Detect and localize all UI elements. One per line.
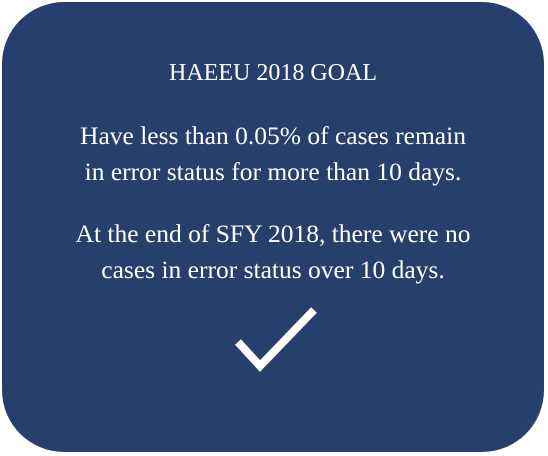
text-line: At the end of SFY 2018, there were no — [75, 219, 471, 248]
result-text: At the end of SFY 2018, there were no ca… — [2, 216, 544, 288]
text-line: Have less than 0.05% of cases remain — [80, 121, 466, 150]
text-line: in error status for more than 10 days. — [84, 157, 462, 186]
text-line: cases in error status over 10 days. — [101, 255, 445, 284]
goal-text: Have less than 0.05% of cases remain in … — [2, 118, 544, 190]
checkmark — [235, 307, 317, 372]
card-title: HAEEU 2018 GOAL — [169, 60, 377, 86]
checkmark-stroke — [235, 307, 317, 372]
goal-card: HAEEU 2018 GOAL Have less than 0.05% of … — [2, 2, 544, 452]
